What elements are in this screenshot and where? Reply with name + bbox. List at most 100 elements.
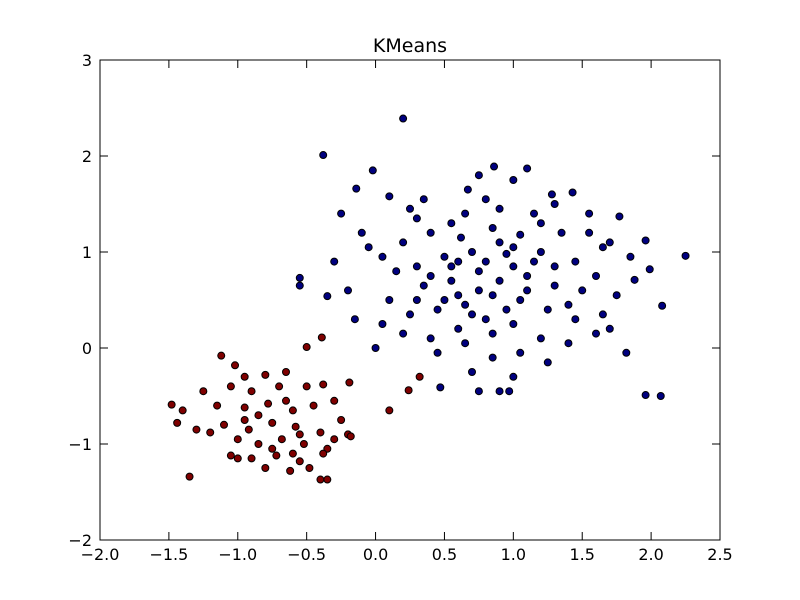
point	[598, 243, 607, 252]
point	[261, 370, 270, 379]
x-tick-label: 0.0	[363, 545, 388, 564]
point	[461, 339, 470, 348]
point	[295, 430, 304, 439]
point	[404, 386, 413, 395]
point	[371, 344, 380, 352]
point	[178, 406, 187, 415]
point	[605, 238, 614, 247]
point	[231, 361, 240, 370]
point	[319, 151, 328, 160]
point	[502, 249, 511, 258]
point	[330, 396, 339, 405]
point	[392, 267, 401, 276]
point	[316, 428, 325, 437]
point	[495, 204, 504, 213]
point	[406, 310, 414, 319]
point	[305, 464, 314, 472]
point	[536, 219, 545, 228]
point	[337, 209, 346, 218]
point	[330, 257, 339, 266]
point	[509, 243, 518, 252]
point	[468, 248, 476, 256]
point	[264, 399, 273, 408]
point	[357, 228, 366, 237]
chart-title: KMeans	[373, 35, 447, 57]
point	[277, 435, 286, 444]
point	[233, 454, 242, 463]
point	[656, 392, 665, 400]
point	[557, 228, 566, 237]
point	[474, 286, 483, 295]
plot-frame	[99, 59, 721, 541]
point	[523, 286, 532, 295]
point	[536, 248, 545, 256]
point	[461, 209, 470, 218]
point	[291, 422, 300, 431]
point	[185, 472, 194, 481]
y-tick-label: −2	[68, 531, 92, 550]
point	[330, 435, 339, 444]
point	[244, 425, 253, 434]
point	[447, 219, 456, 228]
point	[461, 300, 470, 309]
point	[454, 257, 463, 266]
point	[550, 281, 559, 290]
point	[626, 252, 635, 261]
y-tick-label: 1	[82, 243, 92, 262]
point	[247, 454, 256, 463]
point	[192, 425, 201, 434]
point	[220, 420, 228, 429]
y-tick-label: 2	[82, 147, 92, 166]
point	[323, 292, 332, 301]
x-tick-label: 2.0	[638, 545, 663, 564]
y-tick-label: 0	[82, 339, 92, 358]
point	[495, 238, 504, 247]
point	[433, 305, 442, 314]
point	[615, 212, 624, 221]
point	[302, 343, 311, 352]
point	[658, 301, 667, 310]
point	[385, 192, 394, 201]
point	[368, 166, 377, 175]
point	[509, 372, 518, 381]
point	[319, 449, 328, 458]
x-tick-label: −1.5	[149, 545, 188, 564]
x-tick-label: 0.5	[432, 545, 457, 564]
point	[630, 275, 639, 284]
point	[167, 400, 176, 409]
point	[641, 391, 650, 400]
point	[247, 387, 256, 396]
point	[268, 418, 277, 427]
point	[288, 406, 297, 415]
point	[550, 200, 559, 208]
point	[399, 329, 408, 338]
point	[319, 380, 328, 389]
point	[309, 401, 318, 410]
point	[323, 475, 332, 484]
x-tick-label: 1.5	[569, 545, 594, 564]
point	[509, 320, 518, 328]
point	[240, 416, 249, 424]
point	[286, 466, 295, 475]
point	[447, 276, 456, 285]
point	[352, 184, 361, 193]
point	[226, 451, 235, 460]
point	[385, 406, 394, 415]
point	[240, 403, 249, 412]
point	[399, 114, 408, 123]
point	[454, 324, 463, 333]
point	[488, 329, 497, 338]
point	[350, 315, 359, 324]
point	[378, 252, 387, 261]
point	[399, 238, 408, 247]
point	[316, 475, 325, 484]
point	[299, 440, 308, 448]
point	[419, 195, 428, 204]
point	[536, 334, 545, 343]
point	[385, 296, 394, 304]
point	[550, 262, 559, 271]
point	[523, 164, 532, 173]
point	[681, 251, 690, 260]
point	[412, 214, 421, 223]
